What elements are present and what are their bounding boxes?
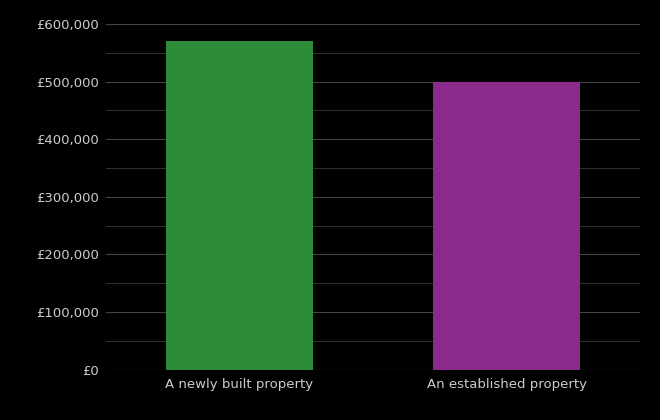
- Bar: [433, 82, 580, 370]
- Bar: [166, 41, 313, 370]
